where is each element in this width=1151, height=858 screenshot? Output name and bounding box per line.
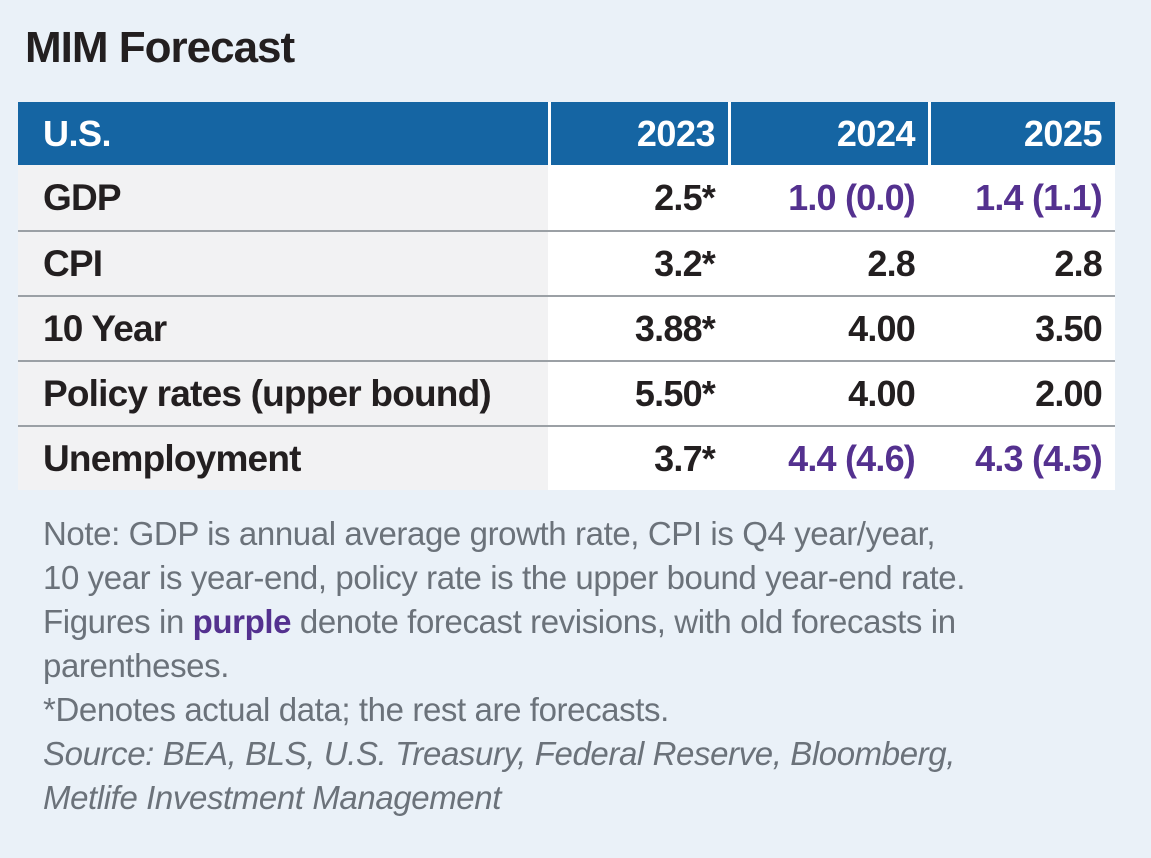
table-header-row: U.S. 2023 2024 2025 <box>18 102 1115 165</box>
row-label: Unemployment <box>18 427 548 490</box>
page-title: MIM Forecast <box>25 23 295 72</box>
note-line-2: 10 year is year-end, policy rate is the … <box>43 559 965 596</box>
value-cell: 1.0 (0.0) <box>728 165 928 230</box>
header-year-2023: 2023 <box>548 102 728 165</box>
value-cell: 5.50* <box>548 362 728 425</box>
note-asterisk-line: *Denotes actual data; the rest are forec… <box>43 691 669 728</box>
forecast-table: U.S. 2023 2024 2025 GDP 2.5* 1.0 (0.0) 1… <box>18 102 1115 490</box>
value-cell: 1.4 (1.1) <box>928 165 1115 230</box>
header-year-2024: 2024 <box>728 102 928 165</box>
source-line-2: Metlife Investment Management <box>43 779 501 816</box>
value-cell: 4.00 <box>728 362 928 425</box>
note-line-3: Figures in purple denote forecast revisi… <box>43 600 1151 644</box>
row-label: Policy rates (upper bound) <box>18 362 548 425</box>
value-cell: 3.50 <box>928 297 1115 360</box>
forecast-page: MIM Forecast U.S. 2023 2024 2025 GDP 2.5… <box>0 26 1151 858</box>
note-line-3-prefix: Figures in <box>43 603 193 640</box>
value-cell: 2.5* <box>548 165 728 230</box>
value-cell: 3.7* <box>548 427 728 490</box>
value-cell: 4.4 (4.6) <box>728 427 928 490</box>
table-row-cpi: CPI 3.2* 2.8 2.8 <box>18 230 1115 295</box>
note-purple-keyword: purple <box>192 603 292 640</box>
value-cell: 3.88* <box>548 297 728 360</box>
table-row-gdp: GDP 2.5* 1.0 (0.0) 1.4 (1.1) <box>18 165 1115 230</box>
value-cell: 3.2* <box>548 232 728 295</box>
note-line-4: parentheses. <box>43 647 229 684</box>
header-year-2025: 2025 <box>928 102 1115 165</box>
note-line-1: Note: GDP is annual average growth rate,… <box>43 515 936 552</box>
footnotes: Note: GDP is annual average growth rate,… <box>43 512 1151 820</box>
table-row-unemployment: Unemployment 3.7* 4.4 (4.6) 4.3 (4.5) <box>18 425 1115 490</box>
value-cell: 2.00 <box>928 362 1115 425</box>
value-cell: 4.00 <box>728 297 928 360</box>
note-line-3-suffix: denote forecast revisions, with old fore… <box>291 603 956 640</box>
value-cell: 2.8 <box>928 232 1115 295</box>
value-cell: 4.3 (4.5) <box>928 427 1115 490</box>
row-label: CPI <box>18 232 548 295</box>
table-row-10-year: 10 Year 3.88* 4.00 3.50 <box>18 295 1115 360</box>
table-row-policy-rates: Policy rates (upper bound) 5.50* 4.00 2.… <box>18 360 1115 425</box>
row-label: GDP <box>18 165 548 230</box>
row-label: 10 Year <box>18 297 548 360</box>
value-cell: 2.8 <box>728 232 928 295</box>
header-region-cell: U.S. <box>18 102 548 165</box>
source-line-1: Source: BEA, BLS, U.S. Treasury, Federal… <box>43 735 955 772</box>
